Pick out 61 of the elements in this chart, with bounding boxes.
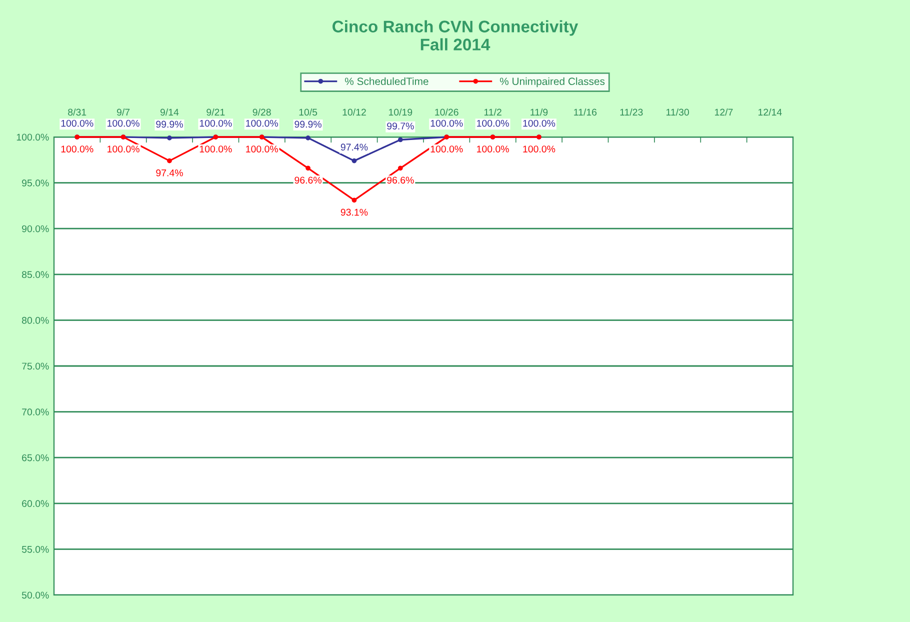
data-label: 99.7% [387,122,414,130]
data-label: 100.0% [200,146,232,152]
point [306,166,310,171]
data-label: 100.0% [108,120,140,127]
y-tick-label: 90.0% [22,225,49,232]
data-label: 100.0% [477,120,509,127]
data-label: 96.6% [387,176,414,184]
x-tick-label: 11/2 [484,108,502,116]
y-tick-label: 70.0% [22,408,49,416]
point [352,158,357,164]
x-tick-label: 10/12 [342,108,366,116]
y-tick-label: 95.0% [22,180,49,186]
data-label: 100.0% [61,120,94,127]
data-label: 100.0% [430,146,463,152]
point [306,135,310,140]
x-tick-label: 12/7 [715,108,733,116]
data-label: 100.0% [477,146,509,152]
x-tick-label: 11/30 [666,108,689,116]
x-tick-label: 9/14 [160,108,179,116]
data-label: 99.9% [294,120,322,128]
data-label: 100.0% [246,146,278,152]
data-label: 93.1% [340,208,368,216]
point [167,135,172,140]
legend-label: % ScheduledTime [345,77,428,86]
point [398,137,403,142]
x-tick-label: 10/19 [388,108,412,116]
y-tick-label: 65.0% [22,454,49,462]
x-tick-label: 9/28 [252,108,271,116]
data-label: 100.0% [523,146,556,152]
data-label: 97.4% [340,144,368,151]
x-tick-label: 12/14 [758,108,782,116]
data-label: 97.4% [156,169,183,176]
data-label: 100.0% [108,146,140,152]
data-label: 100.0% [430,120,463,127]
x-tick-label: 9/21 [206,108,225,116]
point [352,198,357,203]
y-tick-label: 60.0% [22,500,49,508]
data-label: 100.0% [246,120,278,127]
data-label: 100.0% [523,120,556,127]
x-tick-label: 8/31 [68,108,86,116]
x-tick-label: 11/23 [620,108,643,116]
chart-subtitle: Fall 2014 [420,38,490,50]
y-tick-label: 80.0% [22,316,49,324]
data-label: 100.0% [200,120,232,127]
data-label: 100.0% [61,146,94,152]
chart-title: Cinco Ranch CVN Connectivity [332,20,578,36]
point [398,166,403,171]
legend-label: % Unimpaired Classes [500,77,605,88]
y-tick-label: 75.0% [22,362,49,370]
y-tick-label: 100.0% [16,134,49,141]
x-tick-label: 10/5 [299,108,318,116]
data-label: 99.9% [156,120,183,128]
x-tick-label: 10/26 [435,108,458,116]
y-tick-label: 50.0% [22,592,49,599]
y-tick-label: 85.0% [22,271,49,278]
data-label: 96.6% [294,176,322,184]
y-tick-label: 55.0% [22,546,49,553]
x-tick-label: 9/7 [116,108,130,116]
point [167,158,172,164]
x-tick-label: 11/16 [574,108,597,116]
x-tick-label: 11/9 [530,108,548,116]
